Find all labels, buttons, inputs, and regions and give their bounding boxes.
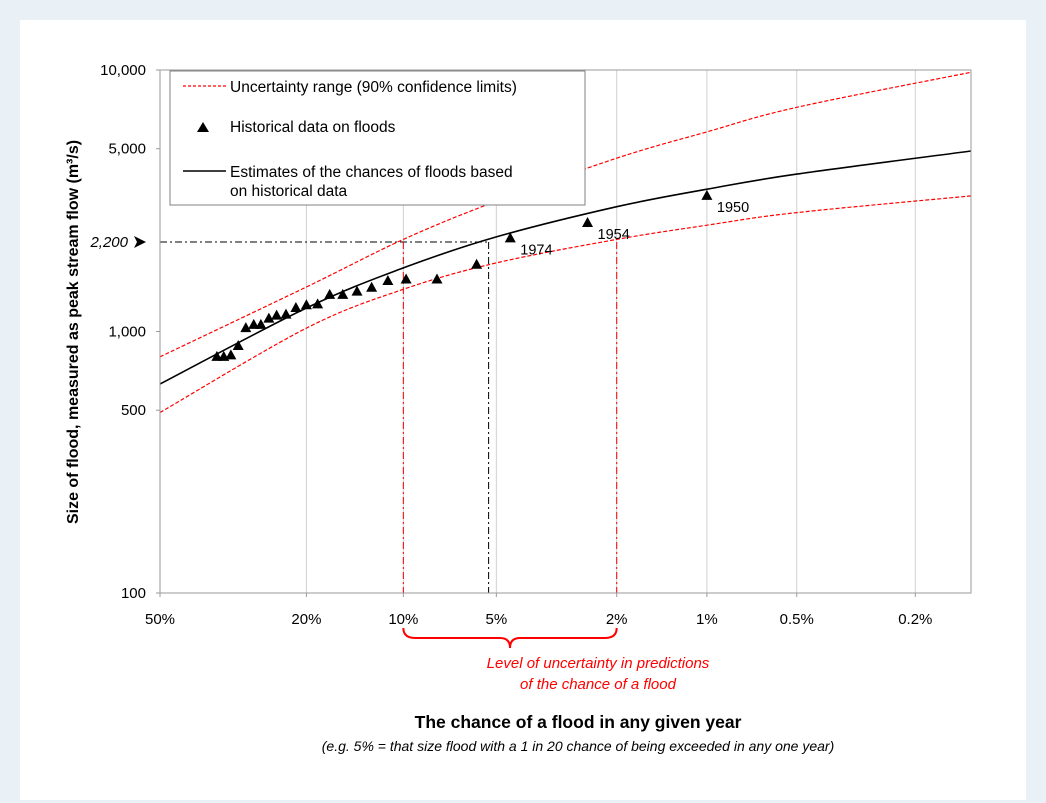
x-tick-label: 1%	[696, 611, 718, 628]
reference-value-label: 2,200	[89, 234, 128, 251]
legend-label-uncertainty: Uncertainty range (90% confidence limits…	[230, 79, 517, 96]
x-tick-label: 20%	[291, 611, 321, 628]
uncertainty-note-line2: of the chance of a flood	[520, 676, 677, 693]
chart-panel: 1974 1954 1950 50% 20% 10% 5% 2% 1% 0.5% 0.2% 100 5…	[20, 20, 1026, 800]
historical-flood-point	[401, 274, 412, 284]
legend: Uncertainty range (90% confidence limits…	[170, 71, 585, 205]
x-tick-label: 0.5%	[780, 611, 814, 628]
historical-flood-point	[431, 274, 442, 284]
historical-flood-point	[366, 282, 377, 292]
historical-flood-point	[301, 299, 312, 309]
reference-arrow	[134, 236, 146, 248]
x-tick-label: 2%	[606, 611, 628, 628]
historical-flood-point	[324, 289, 335, 299]
historical-flood-point	[290, 302, 301, 312]
x-tick-label: 0.2%	[898, 611, 932, 628]
uncertainty-lower-line	[160, 196, 971, 413]
historical-flood-point	[382, 275, 393, 285]
uncertainty-brace-shape	[403, 628, 616, 648]
x-tick-label: 10%	[388, 611, 418, 628]
point-label-1974: 1974	[520, 242, 552, 258]
historical-flood-point	[471, 259, 482, 269]
y-tick-label: 5,000	[108, 141, 146, 158]
point-label-1950: 1950	[717, 200, 749, 216]
y-axis-label: Size of flood, measured as peak stream f…	[65, 140, 82, 524]
y-tick-label: 500	[121, 402, 146, 419]
historical-flood-point	[701, 190, 712, 200]
historical-flood-point	[280, 309, 291, 319]
x-axis-label: The chance of a flood in any given year	[415, 712, 742, 732]
legend-label-historical: Historical data on floods	[230, 119, 396, 136]
y-tick-label: 100	[121, 585, 146, 602]
reference-lines	[160, 242, 617, 593]
y-tick-label: 1,000	[108, 324, 146, 341]
x-axis-note: (e.g. 5% = that size flood with a 1 in 2…	[322, 738, 835, 754]
point-label-1954: 1954	[598, 227, 630, 243]
historical-flood-point	[312, 298, 323, 308]
y-tick-label: 10,000	[100, 62, 146, 79]
uncertainty-brace: Level of uncertainty in predictions of t…	[403, 628, 709, 693]
x-tick-label: 50%	[145, 611, 175, 628]
x-tick-label: 5%	[485, 611, 507, 628]
uncertainty-note-line1: Level of uncertainty in predictions	[487, 655, 710, 672]
historical-flood-point	[225, 349, 236, 359]
flood-frequency-chart: 1974 1954 1950 50% 20% 10% 5% 2% 1% 0.5% 0.2% 100 5…	[20, 20, 1026, 800]
historical-flood-point	[271, 310, 282, 320]
historical-flood-point	[582, 217, 593, 227]
